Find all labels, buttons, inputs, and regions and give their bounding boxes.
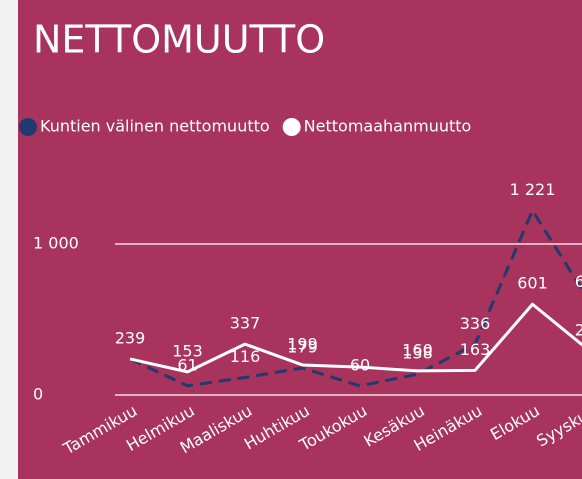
data-label: 160 [402,340,433,359]
legend-marker [282,118,301,136]
data-label: 153 [172,341,203,360]
data-label: 337 [230,314,261,333]
data-label: 601 [517,274,548,293]
y-tick-label: 0 [33,385,43,404]
data-label: 116 [230,347,261,366]
data-label: 614 [575,272,582,291]
legend-marker [19,118,37,136]
data-label: 1 221 [510,180,556,199]
panel [18,0,582,479]
series-line [129,209,582,388]
data-label: 60 [350,355,370,374]
y-tick-label: 1 000 [33,234,79,253]
data-label: 199 [287,334,318,353]
legend-label: Nettomaahanmuutto [304,117,472,136]
data-label: 336 [460,314,491,333]
data-label: 290 [575,321,582,340]
chart-title: NETTOMUUTTO [33,18,325,62]
data-label: 239 [115,328,146,347]
series-line [129,302,582,374]
legend-label: Kuntien välinen nettomuutto [40,117,270,136]
data-label: 163 [460,340,491,359]
data-label: 138 [402,344,433,363]
data-label: 179 [287,337,318,356]
